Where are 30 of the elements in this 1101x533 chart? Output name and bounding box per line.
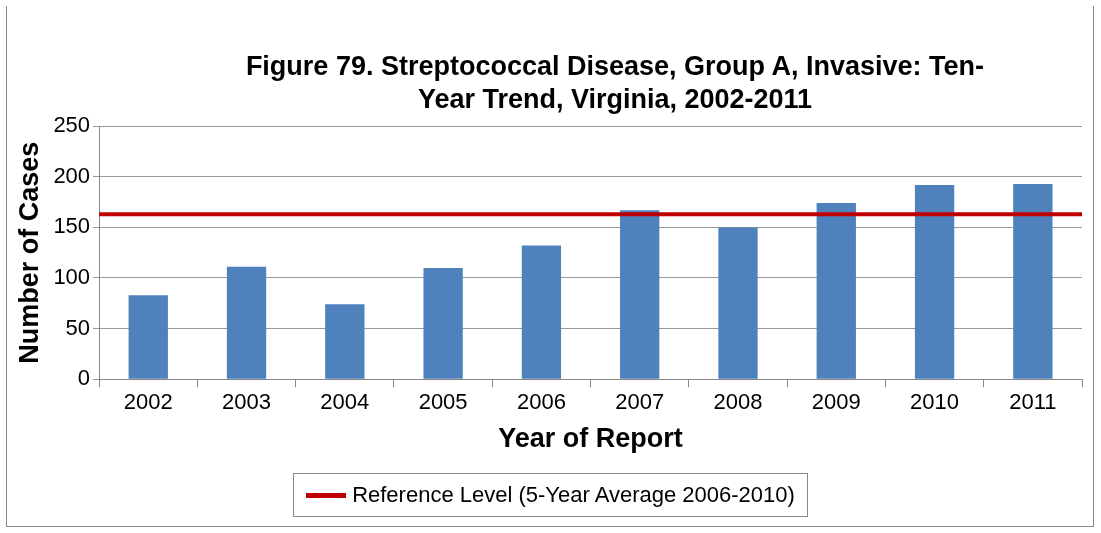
bar [718,227,758,379]
bar [226,266,267,379]
x-tick-label: 2010 [910,389,960,415]
x-tick-label: 2009 [811,389,861,415]
bar [914,184,955,379]
x-tick-label: 2004 [320,389,370,415]
y-tick-label: 0 [77,365,91,391]
x-tick-label: 2011 [1009,389,1057,415]
x-tick-label: 2007 [615,389,665,415]
bar [128,295,168,379]
bar [325,304,365,379]
x-tick-label: 2005 [418,389,468,415]
bar [1013,183,1053,379]
x-tick-label: 2003 [222,389,272,415]
bar [620,210,660,379]
x-tick-label: 2002 [123,389,173,415]
y-tick-label: 200 [53,162,91,188]
bar [816,203,856,379]
x-tick-label: 2008 [713,389,763,415]
bar [423,267,463,379]
chart-title: Figure 79. Streptococcal Disease, Group A, Invasive: Ten-Year Trend, Virginia, 2002-2011 [244,50,986,116]
x-axis-title: Year of Report [498,423,683,454]
y-tick-label: 100 [53,264,91,290]
y-axis-title: Number of Cases [13,141,44,364]
legend-label: Reference Level (5-Year Average 2006-2010) [352,482,795,508]
bar [521,245,562,379]
x-tick-label: 2006 [516,389,566,415]
y-tick-label: 150 [53,213,91,239]
y-tick-label: 50 [65,314,91,340]
y-tick-label: 250 [53,112,91,138]
